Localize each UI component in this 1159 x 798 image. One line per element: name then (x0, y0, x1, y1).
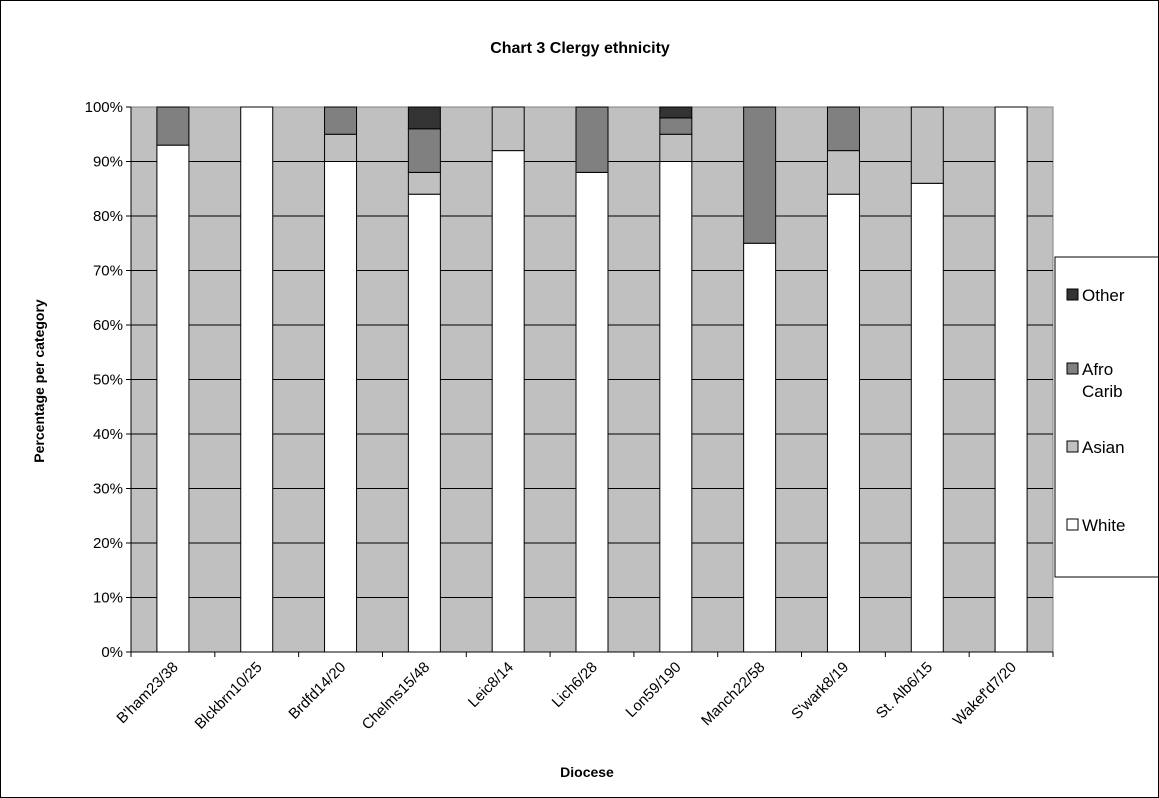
bar-segment (407, 193, 441, 653)
legend-label: White (1082, 516, 1125, 535)
y-tick-label: 40% (93, 426, 123, 443)
bar-segment (575, 171, 609, 653)
legend-label: Asian (1082, 438, 1125, 457)
legend-swatch (1066, 288, 1079, 301)
y-tick-label: 30% (93, 481, 123, 498)
bar-segment (156, 144, 190, 653)
x-axis-label: Diocese (560, 764, 614, 780)
y-tick-label: 50% (93, 372, 123, 389)
bar-segment (156, 106, 190, 146)
legend-swatch (1066, 518, 1079, 531)
bar-segment (407, 171, 441, 195)
x-tick-label: Chelms15/48 (359, 659, 434, 734)
y-tick-label: 70% (93, 263, 123, 280)
x-tick-label: Manch22/58 (698, 659, 768, 729)
legend-label: Other (1082, 286, 1125, 305)
legend-swatch (1066, 362, 1079, 375)
x-tick-label: Brdfd14/20 (285, 659, 349, 723)
bar-segment (826, 150, 860, 195)
y-tick-label: 100% (85, 99, 123, 116)
y-tick-label: 20% (93, 535, 123, 552)
x-tick-label: St. Alb6/15 (873, 659, 936, 722)
y-tick-label: 0% (101, 644, 123, 661)
bar-segment (826, 193, 860, 653)
legend-label: Afro (1082, 360, 1113, 379)
bar-segment (491, 106, 525, 152)
legend-swatch (1066, 440, 1079, 453)
y-tick-label: 80% (93, 208, 123, 225)
x-tick-label: Lich6/28 (549, 659, 601, 711)
bar-segment (743, 106, 777, 244)
legend-label: Carib (1082, 382, 1123, 401)
x-tick-label: Blckbrn10/25 (192, 659, 266, 733)
bar-segment (659, 117, 693, 135)
bar-segment (910, 182, 944, 653)
bar-segment (826, 106, 860, 152)
bar-segment (659, 161, 693, 653)
bar-segment (575, 106, 609, 173)
bar-segment (743, 242, 777, 653)
y-tick-label: 90% (93, 154, 123, 171)
y-axis-ticks: 0% 10% 20% 30% 40% 50% 60% 70% 80% 90% 100% (85, 99, 1053, 661)
legend: Other Afro Carib Asian White (1054, 256, 1158, 578)
x-tick-label: B'ham23/38 (113, 659, 181, 727)
bar-segment (240, 106, 274, 653)
chart-title: Chart 3 Clergy ethnicity (490, 40, 670, 57)
x-tick-label: S'wark8/19 (788, 659, 852, 723)
x-tick-label: Lon59/190 (622, 659, 684, 721)
bar-segment (659, 106, 693, 119)
x-tick-label: Wakef'd7/20 (950, 659, 1020, 729)
x-axis-ticks: B'ham23/38 Blckbrn10/25 Brdfd14/20 Chelms15… (113, 652, 1054, 734)
bar-segment (910, 106, 944, 184)
bar-segment (407, 128, 441, 173)
bar-segment (994, 106, 1028, 653)
y-tick-label: 10% (93, 590, 123, 607)
bar-segment (659, 133, 693, 162)
bar-segment (324, 161, 358, 653)
y-axis-label: Percentage per category (31, 299, 47, 463)
bar-segment (324, 133, 358, 162)
bar-segment (324, 106, 358, 135)
bar-segment (407, 106, 441, 130)
x-tick-label: Leic8/14 (465, 659, 517, 711)
y-tick-label: 60% (93, 317, 123, 334)
bar-segment (491, 150, 525, 653)
